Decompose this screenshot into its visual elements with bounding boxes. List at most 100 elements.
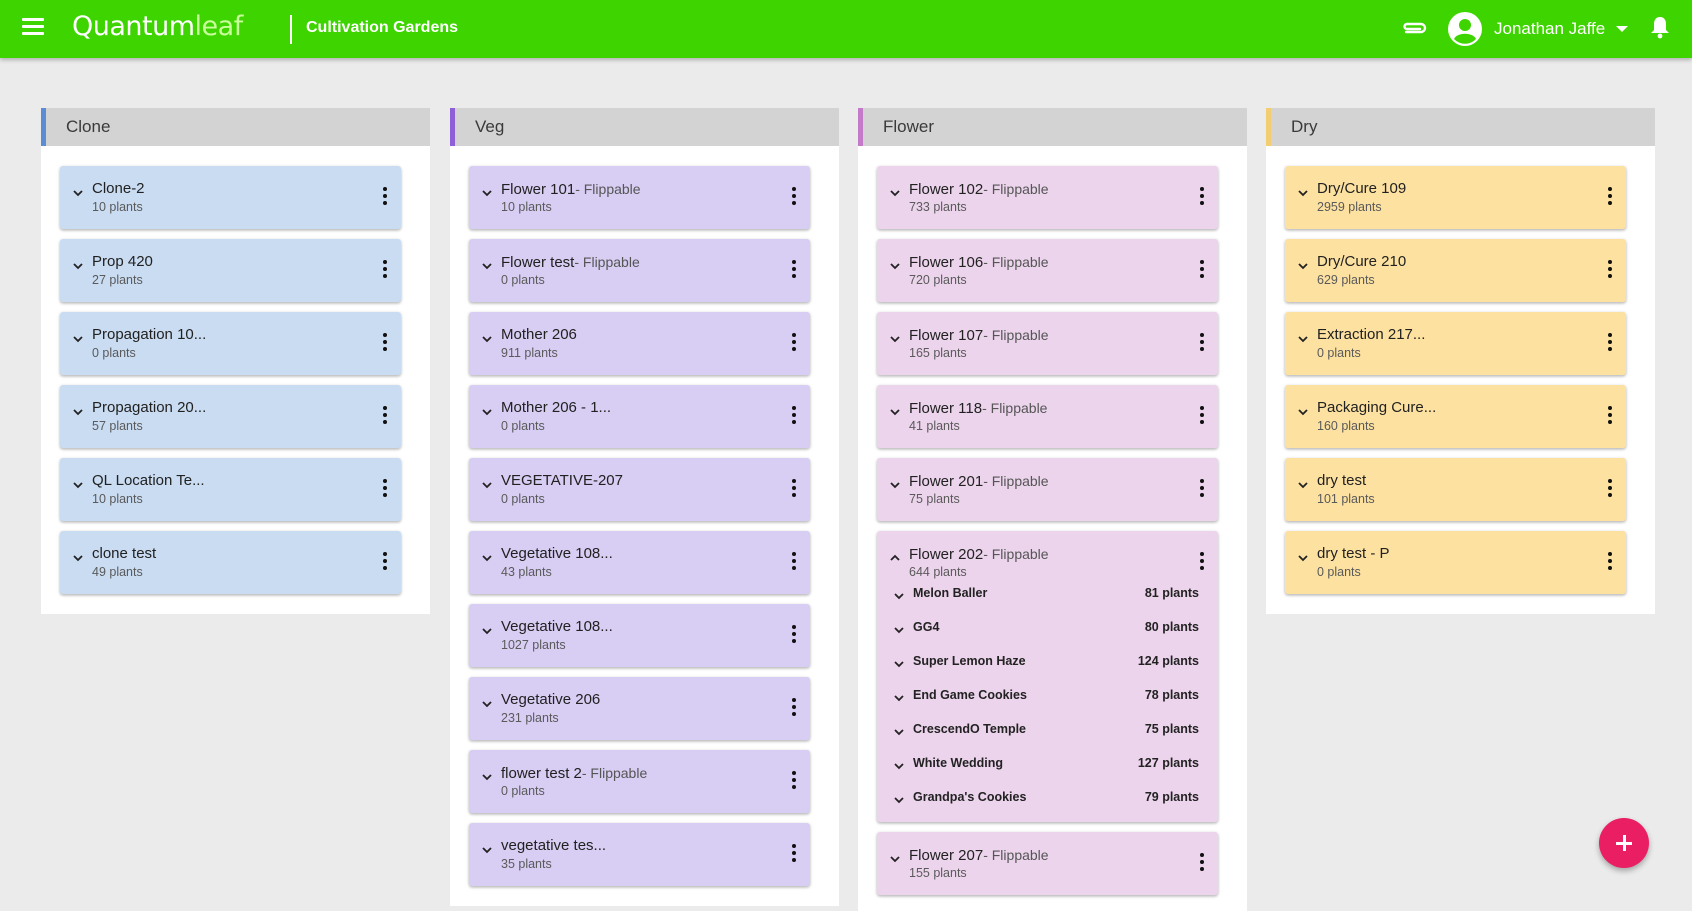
more-vert-icon[interactable] (791, 406, 797, 426)
card-header[interactable]: QL Location Te... 10 plants (60, 458, 401, 521)
more-vert-icon[interactable] (1607, 479, 1613, 499)
strain-row[interactable]: Grandpa's Cookies 79 plants (893, 780, 1199, 814)
card-header[interactable]: Flower 207- Flippable 155 plants (877, 832, 1218, 895)
chevron-down-icon[interactable] (481, 187, 493, 199)
location-card[interactable]: vegetative tes... 35 plants (469, 823, 810, 886)
arrow-drop-down-icon[interactable] (1616, 26, 1628, 32)
more-vert-icon[interactable] (1607, 260, 1613, 280)
location-card[interactable]: Propagation 20... 57 plants (60, 385, 401, 448)
strain-row[interactable]: White Wedding 127 plants (893, 746, 1199, 780)
chevron-down-icon[interactable] (889, 187, 901, 199)
location-card[interactable]: Flower 101- Flippable 10 plants (469, 166, 810, 229)
location-card[interactable]: Flower test- Flippable 0 plants (469, 239, 810, 302)
card-header[interactable]: Flower 101- Flippable 10 plants (469, 166, 810, 229)
more-vert-icon[interactable] (1199, 406, 1205, 426)
chevron-down-icon[interactable] (889, 479, 901, 491)
card-header[interactable]: Dry/Cure 109 2959 plants (1285, 166, 1626, 229)
more-vert-icon[interactable] (791, 771, 797, 791)
chevron-down-icon[interactable] (481, 698, 493, 710)
strain-row[interactable]: GG4 80 plants (893, 610, 1199, 644)
user-name[interactable]: Jonathan Jaffe (1494, 19, 1606, 38)
more-vert-icon[interactable] (791, 844, 797, 864)
chevron-down-icon[interactable] (481, 406, 493, 418)
more-vert-icon[interactable] (1607, 333, 1613, 353)
chevron-down-icon[interactable] (481, 479, 493, 491)
more-vert-icon[interactable] (791, 333, 797, 353)
more-vert-icon[interactable] (791, 552, 797, 572)
location-card[interactable]: Flower 107- Flippable 165 plants (877, 312, 1218, 375)
more-vert-icon[interactable] (1607, 406, 1613, 426)
chevron-down-icon[interactable] (893, 726, 905, 738)
more-vert-icon[interactable] (1607, 552, 1613, 572)
strain-row[interactable]: Melon Baller 81 plants (893, 576, 1199, 610)
location-card[interactable]: Flower 102- Flippable 733 plants (877, 166, 1218, 229)
card-header[interactable]: Vegetative 108... 1027 plants (469, 604, 810, 667)
chevron-down-icon[interactable] (893, 692, 905, 704)
chevron-down-icon[interactable] (72, 187, 84, 199)
location-card[interactable]: Packaging Cure... 160 plants (1285, 385, 1626, 448)
card-header[interactable]: Clone-2 10 plants (60, 166, 401, 229)
location-card[interactable]: Flower 118- Flippable 41 plants (877, 385, 1218, 448)
chevron-down-icon[interactable] (1297, 187, 1309, 199)
more-vert-icon[interactable] (791, 187, 797, 207)
chevron-down-icon[interactable] (893, 794, 905, 806)
card-header[interactable]: Flower 106- Flippable 720 plants (877, 239, 1218, 302)
card-header[interactable]: Dry/Cure 210 629 plants (1285, 239, 1626, 302)
location-card[interactable]: Mother 206 - 1... 0 plants (469, 385, 810, 448)
chevron-down-icon[interactable] (72, 260, 84, 272)
more-vert-icon[interactable] (382, 406, 388, 426)
location-card[interactable]: Propagation 10... 0 plants (60, 312, 401, 375)
location-card[interactable]: Dry/Cure 109 2959 plants (1285, 166, 1626, 229)
more-vert-icon[interactable] (382, 479, 388, 499)
menu-icon[interactable] (22, 18, 44, 36)
more-vert-icon[interactable] (791, 479, 797, 499)
card-header[interactable]: Flower test- Flippable 0 plants (469, 239, 810, 302)
chevron-down-icon[interactable] (481, 844, 493, 856)
chevron-down-icon[interactable] (72, 552, 84, 564)
more-vert-icon[interactable] (1199, 333, 1205, 353)
location-card[interactable]: Flower 202- Flippable 644 plants Melon Bal… (877, 531, 1218, 822)
chevron-down-icon[interactable] (481, 771, 493, 783)
location-card[interactable]: Flower 207- Flippable 155 plants (877, 832, 1218, 895)
chevron-down-icon[interactable] (481, 260, 493, 272)
chevron-down-icon[interactable] (889, 853, 901, 865)
card-header[interactable]: Flower 107- Flippable 165 plants (877, 312, 1218, 375)
location-card[interactable]: flower test 2- Flippable 0 plants (469, 750, 810, 813)
card-header[interactable]: Flower 201- Flippable 75 plants (877, 458, 1218, 521)
location-card[interactable]: clone test 49 plants (60, 531, 401, 594)
card-header[interactable]: Flower 102- Flippable 733 plants (877, 166, 1218, 229)
location-card[interactable]: Vegetative 108... 1027 plants (469, 604, 810, 667)
chevron-down-icon[interactable] (481, 552, 493, 564)
chevron-down-icon[interactable] (1297, 406, 1309, 418)
location-card[interactable]: dry test 101 plants (1285, 458, 1626, 521)
card-header[interactable]: clone test 49 plants (60, 531, 401, 594)
card-header[interactable]: Propagation 20... 57 plants (60, 385, 401, 448)
card-header[interactable]: flower test 2- Flippable 0 plants (469, 750, 810, 813)
chevron-down-icon[interactable] (481, 333, 493, 345)
more-vert-icon[interactable] (791, 260, 797, 280)
more-vert-icon[interactable] (1199, 260, 1205, 280)
location-card[interactable]: Extraction 217... 0 plants (1285, 312, 1626, 375)
add-fab-button[interactable] (1599, 818, 1649, 868)
location-card[interactable]: Vegetative 206 231 plants (469, 677, 810, 740)
chevron-down-icon[interactable] (1297, 260, 1309, 272)
chevron-down-icon[interactable] (1297, 479, 1309, 491)
chevron-down-icon[interactable] (72, 479, 84, 491)
more-vert-icon[interactable] (791, 625, 797, 645)
card-header[interactable]: vegetative tes... 35 plants (469, 823, 810, 886)
strain-row[interactable]: End Game Cookies 78 plants (893, 678, 1199, 712)
chevron-down-icon[interactable] (72, 333, 84, 345)
chevron-down-icon[interactable] (1297, 333, 1309, 345)
location-card[interactable]: Prop 420 27 plants (60, 239, 401, 302)
location-card[interactable]: dry test - P 0 plants (1285, 531, 1626, 594)
chevron-down-icon[interactable] (893, 658, 905, 670)
location-card[interactable]: QL Location Te... 10 plants (60, 458, 401, 521)
chevron-down-icon[interactable] (481, 625, 493, 637)
location-card[interactable]: Flower 106- Flippable 720 plants (877, 239, 1218, 302)
more-vert-icon[interactable] (382, 552, 388, 572)
card-header[interactable]: VEGETATIVE-207 0 plants (469, 458, 810, 521)
location-card[interactable]: Mother 206 911 plants (469, 312, 810, 375)
card-header[interactable]: Mother 206 911 plants (469, 312, 810, 375)
location-card[interactable]: VEGETATIVE-207 0 plants (469, 458, 810, 521)
location-card[interactable]: Dry/Cure 210 629 plants (1285, 239, 1626, 302)
